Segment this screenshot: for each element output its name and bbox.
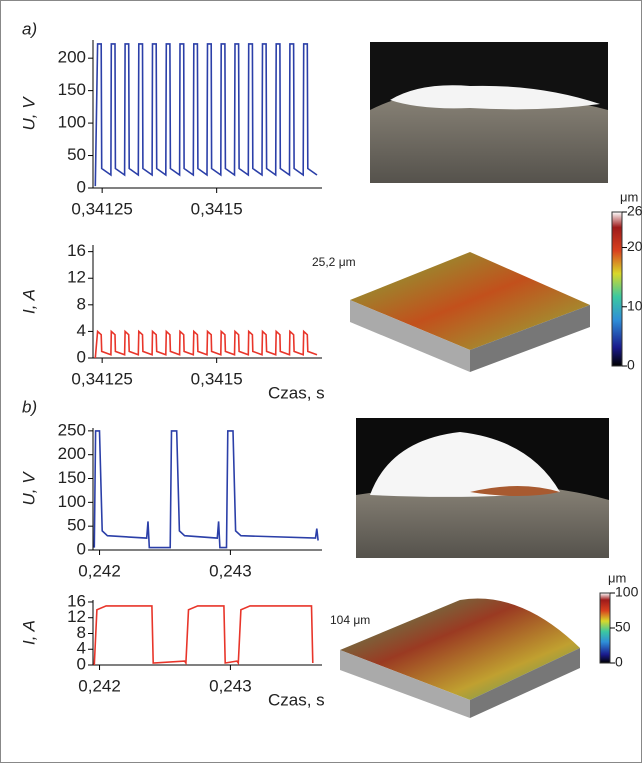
y-tick-label: 50 [67,516,86,535]
y-tick-label: 0 [77,539,86,558]
y-tick-label: 0 [77,347,86,366]
y-tick-label: 12 [67,607,86,626]
x-tick-label: 0,3415 [191,369,243,388]
surface-label: 25,2 μm [312,255,356,269]
line [94,43,318,187]
y-tick-label: 4 [77,639,86,658]
y-tick-label: 200 [58,48,86,67]
colorbar [599,592,611,664]
colorbar-tick-label: 26 [627,203,642,219]
x-axis-label: Czas, s [268,383,325,402]
surface-3d [340,598,580,718]
x-tick-label: 0,242 [78,676,121,695]
y-axis-label: I, A [19,289,38,314]
colorbar [611,211,623,367]
y-tick-label: 0 [77,654,86,673]
panel-label: b) [22,397,37,416]
line [93,605,314,666]
x-tick-label: 0,34125 [71,199,132,218]
x-tick-label: 0,34125 [71,369,132,388]
y-tick-label: 8 [77,623,86,642]
colorbar-tick-label: 100 [615,584,639,600]
y-axis-label: U, V [19,96,38,131]
colorbar-tick-label: 50 [615,619,631,635]
surface-label: 104 μm [330,613,370,627]
y-axis-label: U, V [19,471,38,506]
micrograph [356,418,609,558]
surface-3d [350,252,590,372]
y-tick-label: 8 [77,294,86,313]
y-tick-label: 16 [67,591,86,610]
line [94,329,318,359]
colorbar-unit: μm [620,189,638,204]
y-tick-label: 0 [77,177,86,196]
x-tick-label: 0,3415 [191,199,243,218]
y-tick-label: 12 [67,268,86,287]
y-tick-label: 150 [58,80,86,99]
x-axis-label: Czas, s [268,690,325,709]
y-axis-label: I, A [19,620,38,645]
x-tick-label: 0,243 [209,561,252,580]
x-tick-label: 0,243 [209,676,252,695]
y-tick-label: 16 [67,241,86,260]
micrograph [370,42,608,183]
colorbar-tick-label: 10 [627,297,642,313]
y-tick-label: 100 [58,492,86,511]
panel-label: a) [22,19,37,38]
y-tick-label: 150 [58,468,86,487]
y-tick-label: 50 [67,145,86,164]
colorbar-tick-label: 0 [627,357,635,373]
colorbar-tick-label: 20 [627,238,642,254]
x-tick-label: 0,242 [78,561,121,580]
y-tick-label: 100 [58,113,86,132]
y-tick-label: 250 [58,420,86,439]
y-tick-label: 4 [77,321,86,340]
line [93,430,319,549]
colorbar-unit: μm [608,570,626,585]
colorbar-tick-label: 0 [615,654,623,670]
y-tick-label: 200 [58,444,86,463]
